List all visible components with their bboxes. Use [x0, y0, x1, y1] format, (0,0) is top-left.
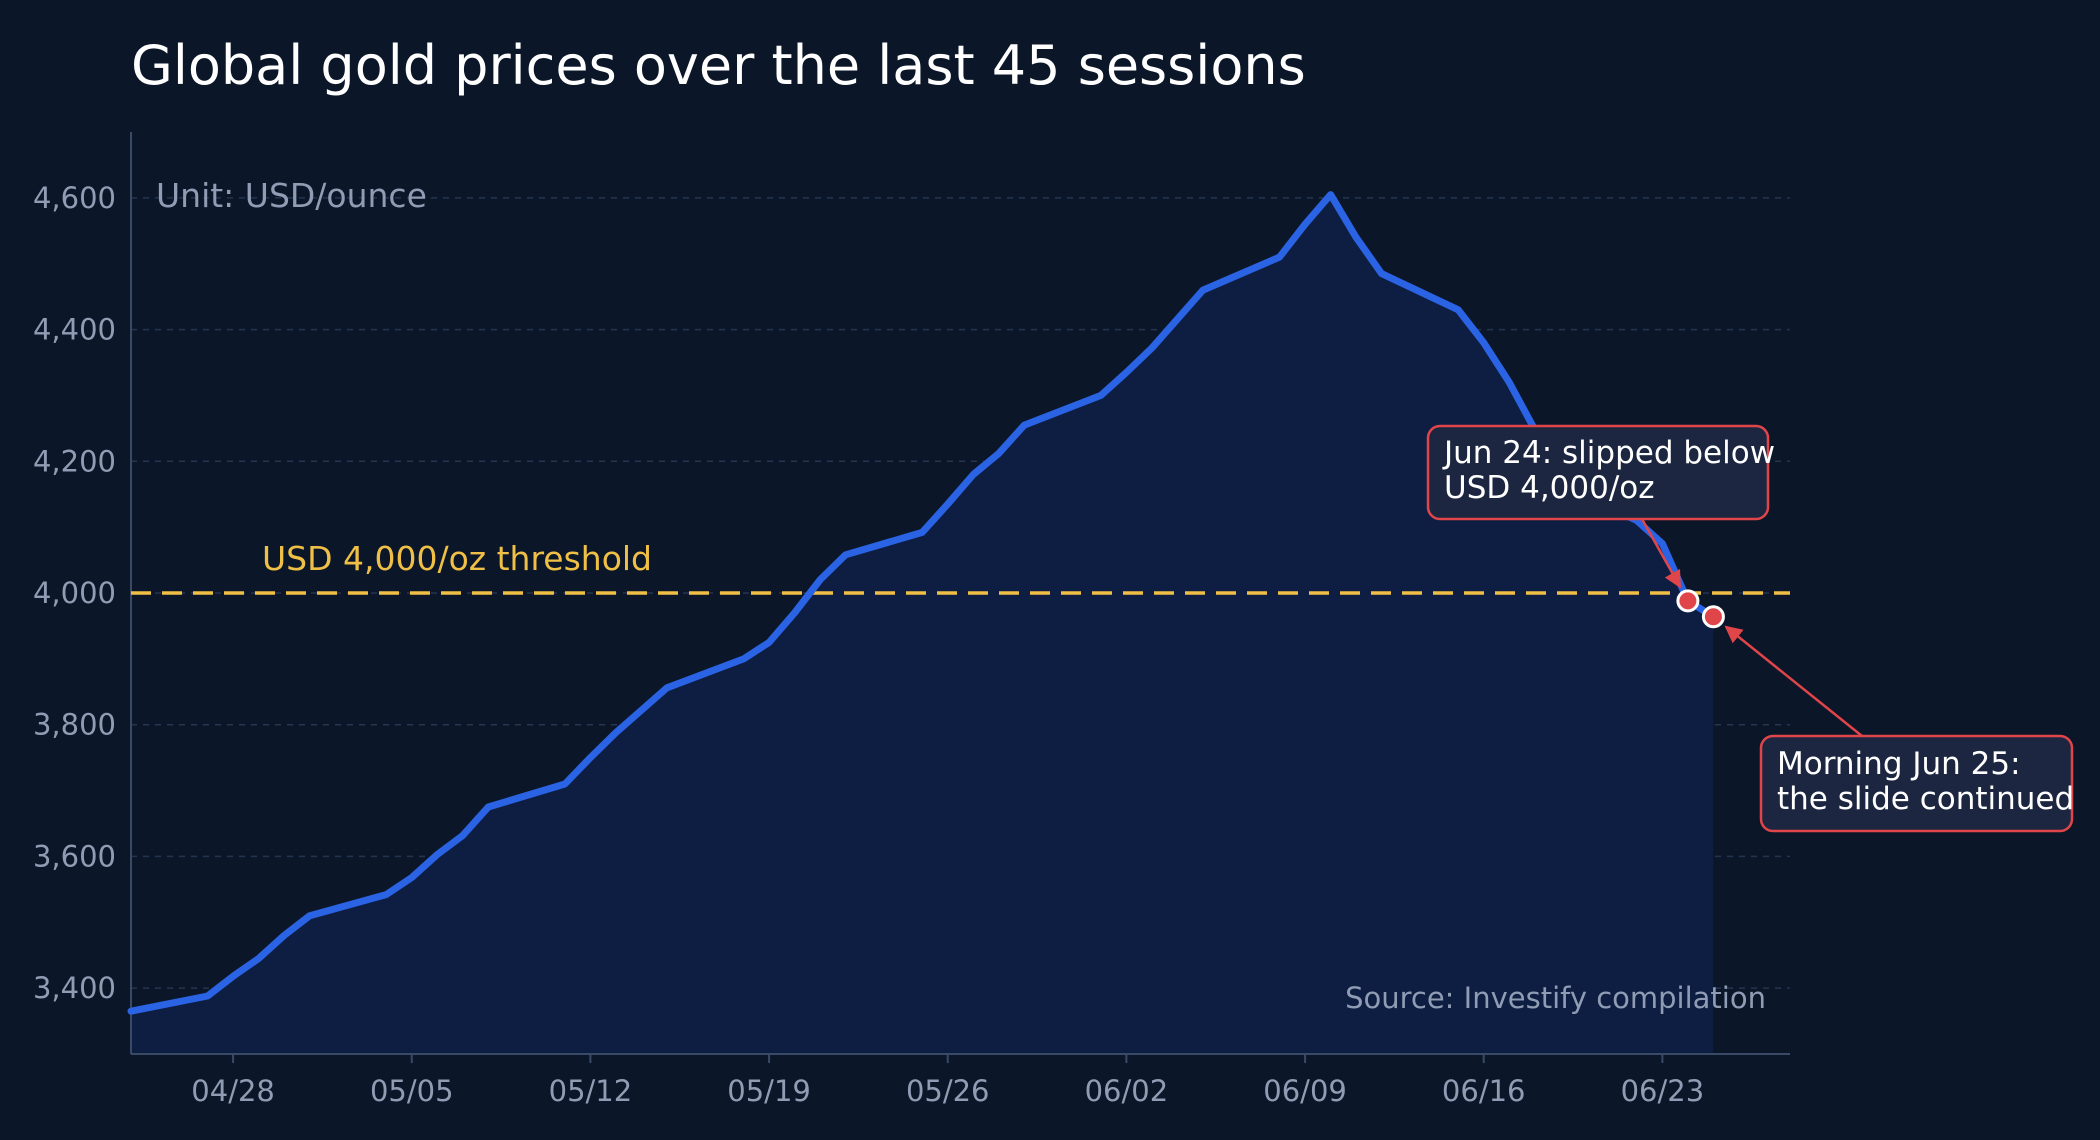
- x-tick-label: 05/05: [370, 1074, 454, 1108]
- y-tick-label: 3,800: [33, 708, 116, 742]
- chart-title: Global gold prices over the last 45 sess…: [131, 34, 1306, 97]
- callout-box: [1759, 734, 2074, 833]
- x-tick-label: 05/12: [549, 1074, 633, 1108]
- price-area-fill: [131, 194, 1714, 1055]
- annotation-marker: [1701, 605, 1725, 629]
- source-label: Source: Investify compilation: [1345, 981, 1766, 1015]
- annotation-marker: [1676, 589, 1700, 613]
- y-tick-label: 4,600: [33, 181, 116, 215]
- area-layer: [131, 194, 1714, 1055]
- x-tick-label: 06/23: [1621, 1074, 1705, 1108]
- x-tick-label: 05/26: [906, 1074, 990, 1108]
- y-tick-label: 3,600: [33, 839, 116, 873]
- y-tick-label: 4,400: [33, 313, 116, 347]
- threshold-label: USD 4,000/oz threshold: [262, 539, 652, 578]
- callout-arrow: [1640, 518, 1682, 589]
- callout-text-line1: Jun 24: slipped below: [1442, 435, 1775, 471]
- callout-text-line2: the slide continued: [1777, 781, 2074, 817]
- y-tick-label: 4,200: [33, 444, 116, 478]
- y-tick-label: 4,000: [33, 576, 116, 610]
- callout-box: [1426, 424, 1770, 521]
- x-tick-label: 06/09: [1263, 1074, 1347, 1108]
- axis-layer: 04/28 05/05 05/12 05/19 05/26 06/02 06/09 06/16…: [130, 132, 1790, 1108]
- callout-arrow: [1724, 625, 1863, 737]
- x-tick-label: 05/19: [727, 1074, 811, 1108]
- threshold-layer: USD 4,000/oz threshold: [131, 539, 1790, 595]
- unit-label: Unit: USD/ounce: [156, 176, 427, 215]
- x-tick-label: 06/16: [1442, 1074, 1526, 1108]
- line-layer: [127, 191, 1717, 1015]
- callout-text-line2: USD 4,000/oz: [1444, 470, 1655, 506]
- y-tick-label: 3,400: [33, 971, 116, 1005]
- callout-text-line1: Morning Jun 25:: [1777, 746, 2021, 782]
- price-line: [127, 191, 1717, 1015]
- x-tick-label: 06/02: [1085, 1074, 1169, 1108]
- x-tick-label: 04/28: [191, 1074, 275, 1108]
